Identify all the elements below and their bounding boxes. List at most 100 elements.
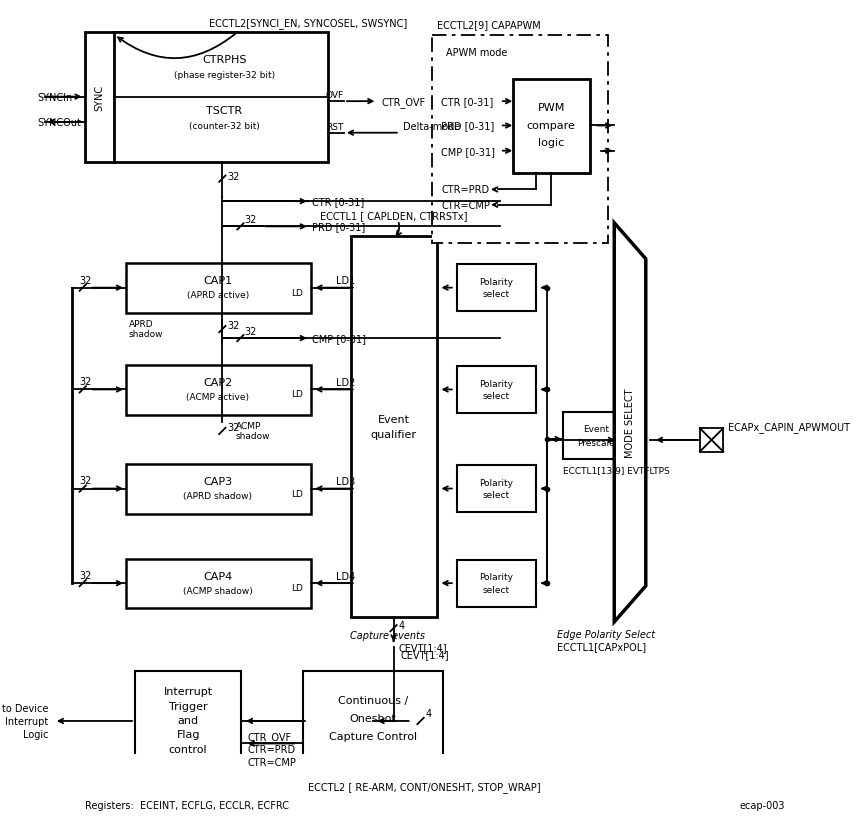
Text: (phase register-32 bit): (phase register-32 bit) [174, 70, 274, 79]
Text: PRD [0-31]: PRD [0-31] [441, 121, 494, 131]
FancyBboxPatch shape [126, 365, 310, 415]
Text: APRD: APRD [129, 319, 153, 328]
Text: Delta-mode: Delta-mode [402, 122, 460, 132]
Text: 32: 32 [228, 321, 240, 331]
Text: SYNCOut: SYNCOut [38, 118, 82, 128]
Text: CTR [0-31]: CTR [0-31] [312, 197, 365, 207]
Text: control: control [169, 744, 207, 754]
Text: select: select [482, 586, 510, 595]
Text: CEVT[1:4]: CEVT[1:4] [398, 642, 446, 652]
Text: CAP1: CAP1 [203, 276, 232, 286]
Text: Oneshot: Oneshot [349, 713, 396, 723]
Text: CTR=PRD: CTR=PRD [248, 744, 296, 754]
Text: LD1: LD1 [336, 276, 355, 286]
Text: LD4: LD4 [336, 571, 355, 581]
Text: Logic: Logic [23, 729, 48, 739]
Text: shadow: shadow [236, 432, 270, 441]
Text: to Device: to Device [2, 704, 48, 713]
Text: (ACMP active): (ACMP active) [187, 392, 249, 401]
FancyBboxPatch shape [351, 237, 437, 618]
FancyBboxPatch shape [457, 265, 536, 312]
Text: Polarity: Polarity [479, 379, 513, 388]
Text: CTR_OVF: CTR_OVF [248, 731, 292, 742]
Text: Flag: Flag [176, 730, 200, 740]
Text: PWM: PWM [538, 103, 565, 113]
Text: TSCTR: TSCTR [206, 106, 243, 116]
Text: (ACMP shadow): (ACMP shadow) [183, 586, 253, 595]
Text: LD: LD [292, 288, 304, 297]
Text: PRD [0-31]: PRD [0-31] [312, 222, 366, 232]
Polygon shape [614, 224, 646, 622]
Text: Polarity: Polarity [479, 572, 513, 581]
FancyBboxPatch shape [700, 428, 723, 452]
Text: 32: 32 [244, 327, 256, 337]
Text: SYNC: SYNC [94, 85, 104, 111]
FancyBboxPatch shape [457, 465, 536, 513]
FancyBboxPatch shape [457, 367, 536, 414]
FancyBboxPatch shape [135, 672, 242, 771]
FancyBboxPatch shape [433, 36, 608, 243]
Text: CAP4: CAP4 [203, 571, 232, 581]
Text: MODE SELECT: MODE SELECT [624, 387, 635, 457]
FancyBboxPatch shape [126, 559, 310, 609]
Text: SYNCIn: SYNCIn [38, 93, 73, 102]
Text: Registers:  ECEINT, ECFLG, ECCLR, ECFRC: Registers: ECEINT, ECFLG, ECCLR, ECFRC [84, 800, 288, 810]
Text: 4: 4 [399, 621, 405, 631]
Text: 4: 4 [425, 708, 431, 718]
Text: Prescale: Prescale [577, 438, 615, 447]
Text: LD: LD [292, 489, 304, 498]
Text: 32: 32 [79, 476, 91, 486]
Text: 32: 32 [79, 275, 91, 285]
FancyBboxPatch shape [457, 560, 536, 607]
Text: Continuous /: Continuous / [338, 695, 408, 705]
Text: 32: 32 [79, 570, 91, 581]
Text: select: select [482, 290, 510, 299]
Text: (counter-32 bit): (counter-32 bit) [188, 122, 260, 131]
Text: Capture Control: Capture Control [329, 731, 417, 741]
Text: CAP2: CAP2 [203, 378, 232, 387]
Text: shadow: shadow [129, 330, 163, 339]
Text: LD3: LD3 [336, 477, 355, 486]
Text: and: and [177, 715, 199, 725]
Text: CEVT[1:4]: CEVT[1:4] [401, 649, 450, 659]
Text: ECCTL1[CAPxPOL]: ECCTL1[CAPxPOL] [557, 641, 647, 651]
FancyBboxPatch shape [126, 264, 310, 314]
Text: ECCTL1 [ CAPLDEN, CTRRSTx]: ECCTL1 [ CAPLDEN, CTRRSTx] [320, 211, 467, 221]
Text: Interrupt: Interrupt [5, 716, 48, 726]
Text: RST: RST [326, 123, 344, 132]
FancyBboxPatch shape [513, 79, 590, 174]
Text: 32: 32 [228, 172, 240, 182]
Text: Edge Polarity Select: Edge Polarity Select [557, 629, 655, 639]
Text: qualifier: qualifier [371, 429, 416, 439]
Text: LD: LD [292, 390, 304, 399]
Text: CTR=CMP: CTR=CMP [248, 757, 297, 767]
Text: CTRPHS: CTRPHS [202, 55, 247, 65]
Text: Event: Event [583, 424, 609, 433]
Text: select: select [482, 391, 510, 400]
Text: CMP [0-31]: CMP [0-31] [312, 333, 366, 344]
Text: Capture events: Capture events [350, 631, 426, 640]
Text: ECCTL2 [ RE-ARM, CONT/ONESHT, STOP_WRAP]: ECCTL2 [ RE-ARM, CONT/ONESHT, STOP_WRAP] [308, 781, 541, 792]
Text: 32: 32 [228, 423, 240, 432]
FancyBboxPatch shape [126, 464, 310, 514]
Text: (APRD shadow): (APRD shadow) [183, 491, 252, 500]
Text: Trigger: Trigger [169, 701, 207, 711]
Text: ecap-003: ecap-003 [740, 800, 785, 810]
Text: OVF: OVF [326, 91, 344, 100]
Text: LD2: LD2 [336, 378, 355, 387]
Text: ECCTL2[9] CAPAPWM: ECCTL2[9] CAPAPWM [437, 20, 541, 30]
Text: 32: 32 [79, 377, 91, 387]
Text: (APRD active): (APRD active) [187, 291, 249, 300]
Text: CAP3: CAP3 [203, 477, 232, 486]
Text: CMP [0-31]: CMP [0-31] [441, 147, 495, 156]
Text: Interrupt: Interrupt [163, 686, 212, 696]
Text: 32: 32 [244, 215, 256, 225]
Text: ECCTL1[13:9] EVTFLTPS: ECCTL1[13:9] EVTFLTPS [563, 465, 670, 474]
Text: ECCTL2[SYNCI_EN, SYNCOSEL, SWSYNC]: ECCTL2[SYNCI_EN, SYNCOSEL, SWSYNC] [209, 18, 407, 29]
Text: ECAPx_CAPIN_APWMOUT: ECAPx_CAPIN_APWMOUT [728, 422, 850, 432]
FancyBboxPatch shape [304, 672, 443, 771]
Text: select: select [482, 491, 510, 500]
FancyBboxPatch shape [84, 33, 328, 163]
Text: Event: Event [378, 414, 409, 425]
FancyBboxPatch shape [563, 413, 630, 459]
